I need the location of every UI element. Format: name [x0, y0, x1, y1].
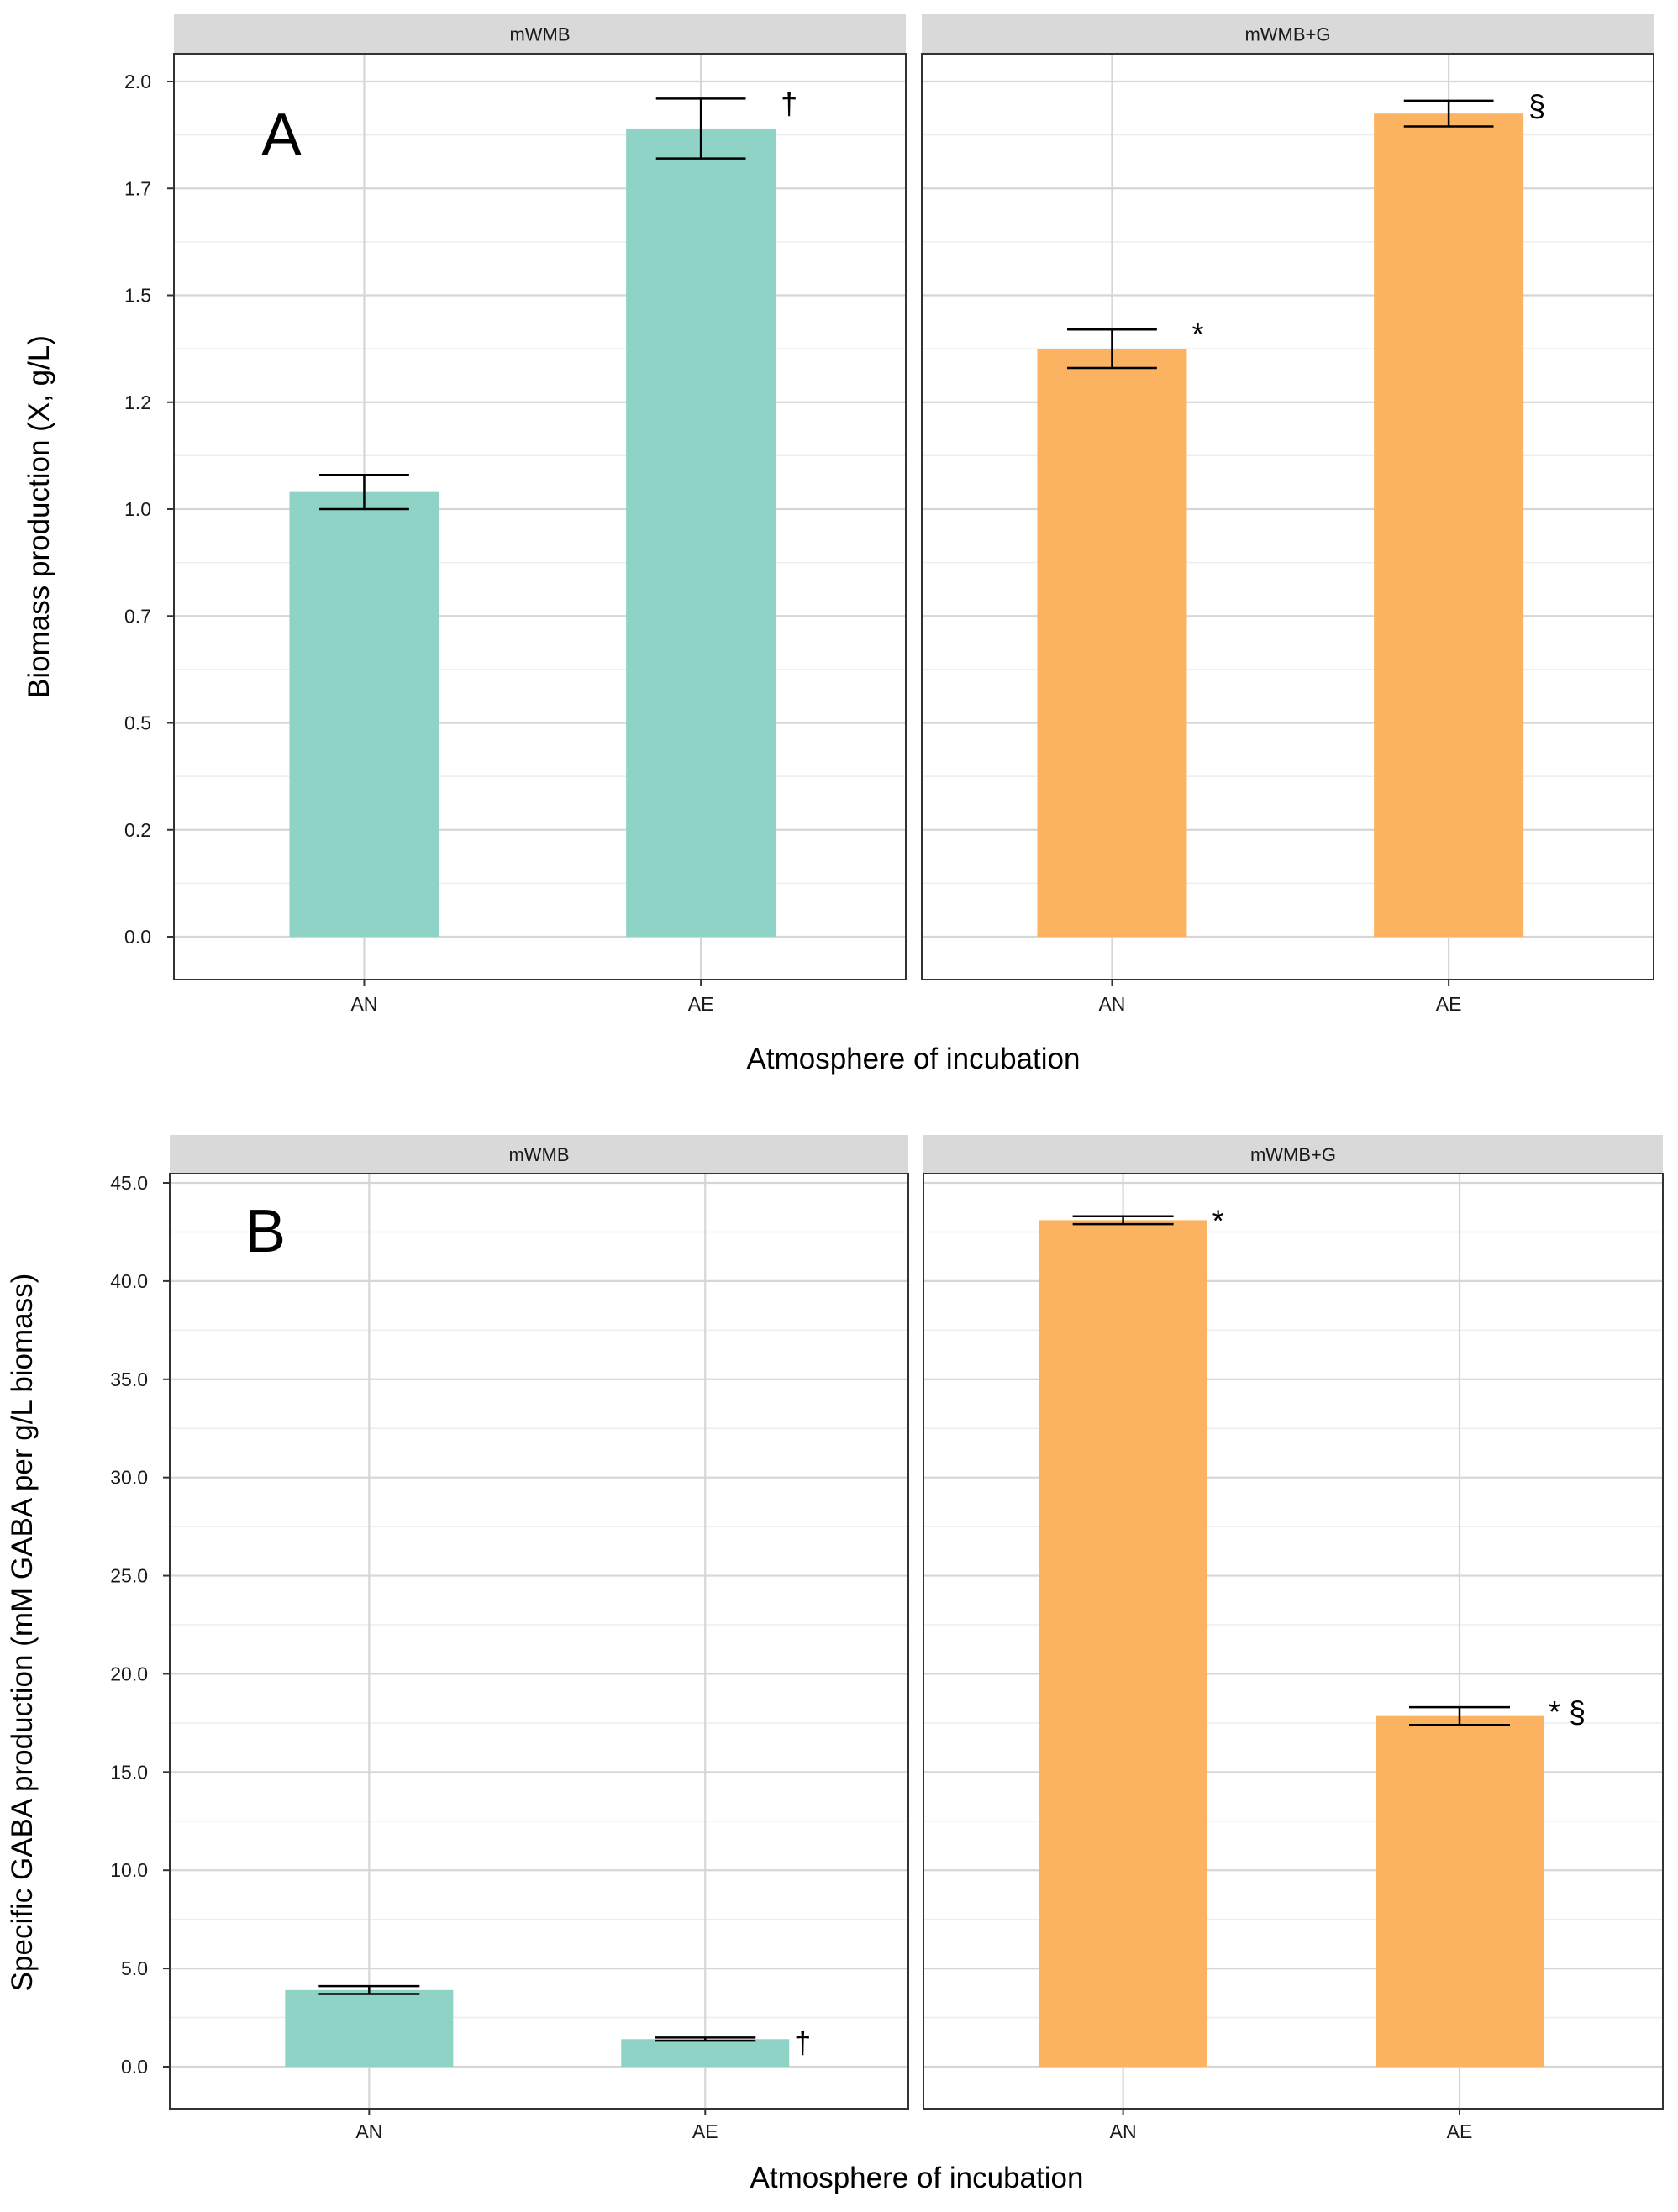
- bar: [621, 2039, 790, 2067]
- bar: [285, 1989, 454, 2067]
- facet-strip-label: mWMB: [508, 1144, 569, 1165]
- facet-strip-label: mWMB: [509, 24, 570, 45]
- y-tick-label: 15.0: [110, 1761, 148, 1783]
- bar: [626, 128, 776, 938]
- y-tick-label: 0.2: [124, 819, 151, 841]
- facet-strip: [923, 1135, 1663, 1174]
- panel-letter: A: [261, 102, 302, 169]
- panel-border: [923, 1173, 1664, 2110]
- y-tick-label: 30.0: [110, 1467, 148, 1489]
- x-tick-label: AN: [355, 2120, 382, 2142]
- panel-border: [173, 53, 907, 980]
- y-tick-label: 2.0: [124, 71, 151, 92]
- panel-border: [921, 53, 1654, 980]
- facet-strip-label: mWMB+G: [1244, 24, 1330, 45]
- y-tick-label: 20.0: [110, 1663, 148, 1684]
- y-tick-label: 0.0: [124, 926, 151, 948]
- y-tick-label: 35.0: [110, 1369, 148, 1390]
- y-tick-label: 5.0: [121, 1957, 148, 1979]
- y-axis-title: Biomass production (X, g/L): [23, 335, 55, 698]
- significance-marker: §: [1528, 88, 1545, 123]
- panel-border: [169, 1173, 909, 2110]
- x-tick-label: AE: [692, 2120, 718, 2142]
- facet-strip: [922, 14, 1654, 54]
- y-tick-label: 0.0: [121, 2056, 148, 2078]
- x-tick-label: AN: [1098, 993, 1125, 1015]
- significance-marker: * §: [1549, 1694, 1586, 1729]
- y-tick-label: 1.5: [124, 285, 151, 307]
- facet-strip: [170, 1135, 908, 1174]
- y-tick-label: 40.0: [110, 1270, 148, 1292]
- x-axis-title: Atmosphere of incubation: [750, 2162, 1084, 2194]
- y-tick-label: 1.0: [124, 498, 151, 520]
- significance-marker: *: [1191, 317, 1203, 351]
- x-tick-label: AN: [350, 993, 377, 1015]
- significance-marker: *: [1212, 1204, 1224, 1238]
- y-tick-label: 0.5: [124, 712, 151, 734]
- panel-letter: B: [245, 1198, 286, 1265]
- x-tick-label: AE: [1447, 2120, 1473, 2142]
- bar: [289, 491, 439, 937]
- x-tick-label: AE: [1436, 993, 1462, 1015]
- y-tick-label: 0.7: [124, 605, 151, 627]
- significance-marker: †: [794, 2025, 811, 2059]
- x-axis-title: Atmosphere of incubation: [747, 1043, 1081, 1075]
- x-tick-label: AE: [688, 993, 714, 1015]
- y-tick-label: 1.2: [124, 391, 151, 413]
- x-tick-label: AN: [1110, 2120, 1137, 2142]
- y-tick-label: 10.0: [110, 1859, 148, 1881]
- y-tick-label: 25.0: [110, 1565, 148, 1587]
- facet-strip: [174, 14, 906, 54]
- significance-marker: †: [781, 86, 797, 120]
- facet-strip-label: mWMB+G: [1250, 1144, 1336, 1165]
- y-axis-title: Specific GABA production (mM GABA per g/…: [6, 1274, 39, 1992]
- bar: [1374, 113, 1524, 938]
- bar: [1376, 1715, 1544, 2067]
- y-tick-label: 45.0: [110, 1172, 148, 1194]
- bar: [1039, 1220, 1207, 2067]
- bar: [1037, 349, 1187, 937]
- y-tick-label: 1.7: [124, 177, 151, 199]
